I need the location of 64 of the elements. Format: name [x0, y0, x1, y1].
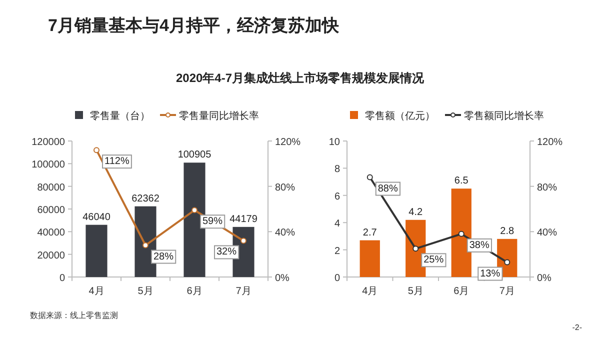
y-tick-label: 60000	[37, 205, 66, 216]
bar	[360, 240, 380, 277]
y-tick-label: 6	[334, 191, 340, 202]
legend-label: 零售量（台）	[90, 110, 150, 122]
data-label: 6.5	[454, 176, 469, 187]
data-label: 2.8	[500, 226, 515, 237]
x-tick-label: 5月	[138, 286, 154, 297]
y-tick-label: 120000	[32, 137, 66, 148]
y-tick-label: 20000	[37, 250, 66, 262]
bar	[451, 188, 472, 277]
x-tick-label: 4月	[362, 286, 378, 297]
point	[366, 174, 373, 180]
y-tick-label: 4	[334, 218, 340, 230]
y2-tick-label: 40%	[537, 228, 558, 239]
y-tick-label: 8	[334, 164, 340, 176]
y-tick-label: 0	[59, 273, 66, 284]
x-tick-label: 6月	[186, 286, 202, 297]
data-label: 13%	[480, 268, 500, 280]
point	[458, 230, 464, 237]
data-label: 25%	[424, 254, 444, 266]
point	[94, 147, 100, 154]
data-label: 4.2	[408, 206, 424, 218]
data-label: 38%	[469, 240, 490, 251]
point	[192, 207, 198, 214]
point	[142, 242, 148, 248]
source-note: 数据来源：线上零售监测	[30, 311, 118, 320]
data-label: 44179	[230, 214, 258, 225]
x-tick-label: 7月	[236, 286, 252, 297]
chart-title: 7月销量基本与4月持平，经济复苏加快	[48, 16, 340, 35]
point	[240, 238, 246, 244]
y-tick-label: 2	[334, 246, 340, 257]
y-tick-label: 0	[334, 273, 340, 284]
data-label: 112%	[104, 156, 130, 168]
bar	[86, 224, 108, 277]
y2-tick-label: 120%	[275, 137, 301, 148]
y-tick-label: 80000	[37, 182, 66, 194]
text: -2-	[572, 323, 582, 332]
legend-label: 零售量同比增长率	[179, 110, 259, 122]
point	[504, 259, 510, 266]
x-tick-label: 7月	[499, 286, 515, 297]
text: 2020年4-7月集成灶线上市场零售规模发展情况	[176, 71, 426, 85]
data-label: 28%	[154, 251, 174, 262]
data-label: 88%	[378, 183, 398, 194]
data-label: 46040	[82, 212, 111, 223]
data-label: 32%	[216, 246, 237, 258]
x-tick-label: 6月	[454, 286, 470, 297]
y2-tick-label: 40%	[275, 228, 296, 239]
y-tick-label: 40000	[37, 228, 66, 239]
y2-tick-label: 80%	[537, 182, 558, 194]
y-tick-label: 10	[328, 137, 340, 148]
y2-tick-label: 0%	[537, 273, 552, 284]
legend-label: 零售额同比增长率	[464, 110, 544, 122]
x-tick-label: 4月	[88, 286, 104, 297]
point	[412, 246, 419, 252]
y2-tick-label: 0%	[275, 273, 290, 284]
y2-tick-label: 120%	[537, 137, 563, 148]
y-tick-label: 100000	[32, 160, 66, 171]
data-label: 2.7	[362, 227, 378, 238]
data-label: 100905	[178, 150, 212, 161]
legend-label: 零售额（亿元）	[365, 110, 435, 122]
data-label: 59%	[202, 216, 223, 228]
y2-tick-label: 80%	[275, 182, 296, 194]
data-label: 62362	[132, 193, 160, 204]
x-tick-label: 5月	[408, 286, 424, 297]
